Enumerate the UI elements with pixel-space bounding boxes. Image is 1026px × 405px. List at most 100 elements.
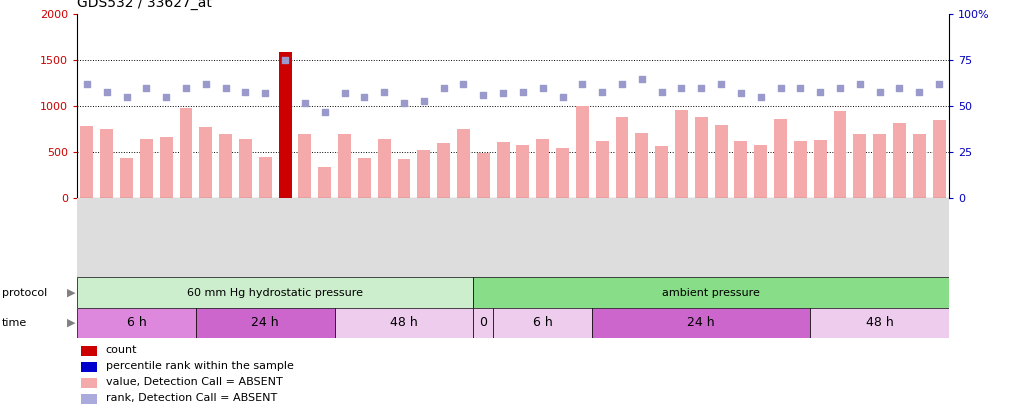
Text: 48 h: 48 h (866, 316, 894, 330)
Bar (715, 125, 727, 198)
Bar (81, 394, 97, 404)
Point (237, 88, 253, 95)
Point (773, 85, 789, 91)
Point (79, 81, 95, 87)
Bar (616, 117, 629, 198)
Bar (77, 308, 196, 338)
Point (694, 85, 710, 91)
Bar (775, 119, 787, 198)
Point (376, 88, 392, 95)
Point (356, 94, 372, 100)
Bar (735, 141, 747, 198)
Bar (239, 139, 251, 198)
Bar (199, 127, 212, 198)
Point (575, 81, 591, 87)
Text: 24 h: 24 h (687, 316, 715, 330)
Point (139, 85, 155, 91)
Bar (80, 126, 93, 198)
Bar (418, 149, 430, 198)
Point (892, 85, 908, 91)
Bar (220, 134, 232, 198)
Point (594, 88, 610, 95)
Point (614, 81, 630, 87)
Text: 48 h: 48 h (390, 316, 418, 330)
Bar (180, 108, 193, 198)
Text: value, Detection Call = ABSENT: value, Detection Call = ABSENT (106, 377, 282, 387)
Bar (318, 167, 331, 198)
Point (416, 98, 432, 104)
Bar (811, 308, 949, 338)
Text: 60 mm Hg hydrostatic pressure: 60 mm Hg hydrostatic pressure (187, 288, 363, 298)
Point (297, 99, 313, 106)
Bar (77, 277, 473, 308)
Bar (160, 137, 172, 198)
Point (456, 81, 472, 87)
Point (158, 94, 174, 100)
Text: time: time (2, 318, 28, 328)
Point (98, 88, 115, 95)
Text: rank, Detection Call = ABSENT: rank, Detection Call = ABSENT (106, 393, 277, 403)
Bar (893, 123, 906, 198)
Bar (378, 139, 391, 198)
Point (535, 85, 551, 91)
Bar (854, 134, 866, 198)
Bar (334, 308, 473, 338)
Bar (299, 134, 311, 198)
Bar (473, 277, 949, 308)
Text: GDS532 / 33627_at: GDS532 / 33627_at (77, 0, 211, 10)
Point (277, 57, 293, 64)
Bar (794, 141, 806, 198)
Bar (576, 106, 589, 198)
Text: ▶: ▶ (67, 288, 75, 298)
Bar (473, 308, 494, 338)
Bar (81, 345, 97, 356)
Bar (279, 52, 291, 198)
Point (792, 85, 808, 91)
Bar (81, 377, 97, 388)
Point (495, 90, 511, 97)
Bar (873, 134, 886, 198)
Text: 6 h: 6 h (126, 316, 147, 330)
Point (673, 85, 689, 91)
Point (812, 88, 828, 95)
Bar (497, 142, 510, 198)
Bar (913, 134, 925, 198)
Bar (754, 145, 767, 198)
Point (396, 99, 412, 106)
Bar (592, 308, 811, 338)
Bar (656, 146, 668, 198)
Bar (140, 139, 153, 198)
Bar (695, 117, 708, 198)
Bar (339, 134, 351, 198)
Bar (516, 145, 529, 198)
Bar (437, 143, 450, 198)
Point (475, 92, 491, 98)
Bar (494, 308, 592, 338)
Bar (101, 129, 113, 198)
Point (911, 88, 928, 95)
Point (118, 94, 134, 100)
Bar (814, 141, 827, 198)
Bar (358, 158, 370, 198)
Text: protocol: protocol (2, 288, 47, 298)
Bar (81, 362, 97, 372)
Point (515, 88, 531, 95)
Point (832, 85, 849, 91)
Point (654, 88, 670, 95)
Bar (833, 111, 846, 198)
Bar (635, 133, 648, 198)
Point (554, 94, 570, 100)
Text: ambient pressure: ambient pressure (662, 288, 760, 298)
Bar (397, 159, 410, 198)
Point (752, 94, 768, 100)
Point (733, 90, 749, 97)
Point (337, 90, 353, 97)
Point (435, 85, 451, 91)
Point (634, 75, 650, 82)
Point (316, 109, 332, 115)
Point (713, 81, 729, 87)
Bar (259, 157, 272, 198)
Point (177, 85, 194, 91)
Point (871, 88, 887, 95)
Bar (196, 308, 334, 338)
